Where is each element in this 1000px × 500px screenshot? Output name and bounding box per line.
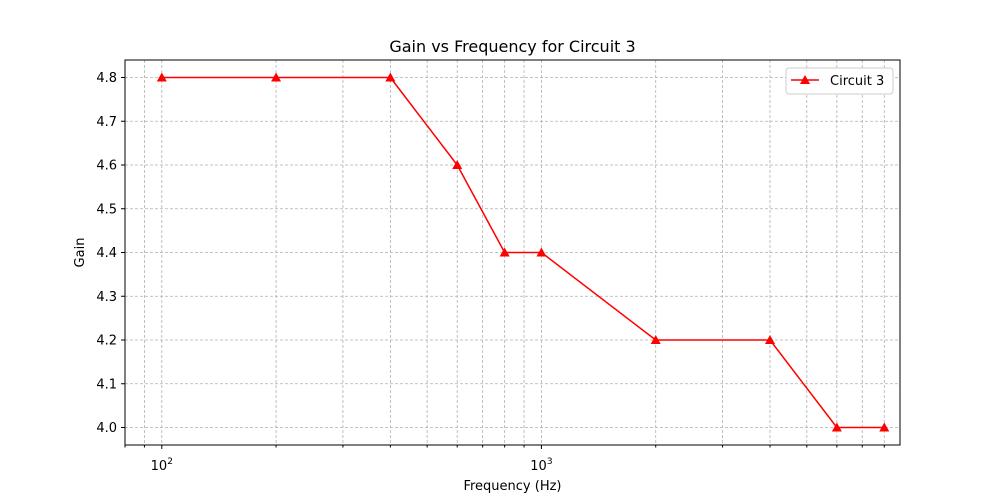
data-point-marker xyxy=(499,247,510,257)
data-point-marker xyxy=(452,160,463,169)
y-tick-label: 4.5 xyxy=(96,202,117,217)
data-point-marker xyxy=(765,335,776,344)
axes-frame xyxy=(124,59,901,446)
y-tick-label: 4.3 xyxy=(96,290,117,305)
y-tick-label: 4.2 xyxy=(96,334,117,349)
series-layer xyxy=(156,72,890,432)
y-tick-label: 4.6 xyxy=(96,159,117,174)
y-tick-label: 4.0 xyxy=(96,421,117,436)
x-tick-label: 102 xyxy=(151,457,173,474)
y-tick-label: 4.7 xyxy=(96,115,117,130)
y-axis-label: Gain xyxy=(73,238,88,268)
x-tick-label: 103 xyxy=(530,457,552,474)
data-point-marker xyxy=(831,422,842,432)
data-point-marker xyxy=(271,72,282,82)
series-line xyxy=(161,76,885,429)
y-tick-label: 4.8 xyxy=(96,71,117,86)
x-axis-label: Frequency (Hz) xyxy=(463,479,561,494)
y-tick-label: 4.4 xyxy=(96,246,117,261)
legend: Circuit 3 xyxy=(785,67,894,95)
legend-box xyxy=(785,67,894,95)
data-point-marker xyxy=(385,72,396,82)
legend-label: Circuit 3 xyxy=(830,74,884,89)
legend-marker xyxy=(800,75,810,84)
data-point-marker xyxy=(879,422,890,432)
data-point-marker xyxy=(650,335,661,344)
data-point-marker xyxy=(536,247,547,257)
y-tick-label: 4.1 xyxy=(96,377,117,392)
data-point-marker xyxy=(156,72,167,82)
chart-title: Gain vs Frequency for Circuit 3 xyxy=(389,37,635,56)
